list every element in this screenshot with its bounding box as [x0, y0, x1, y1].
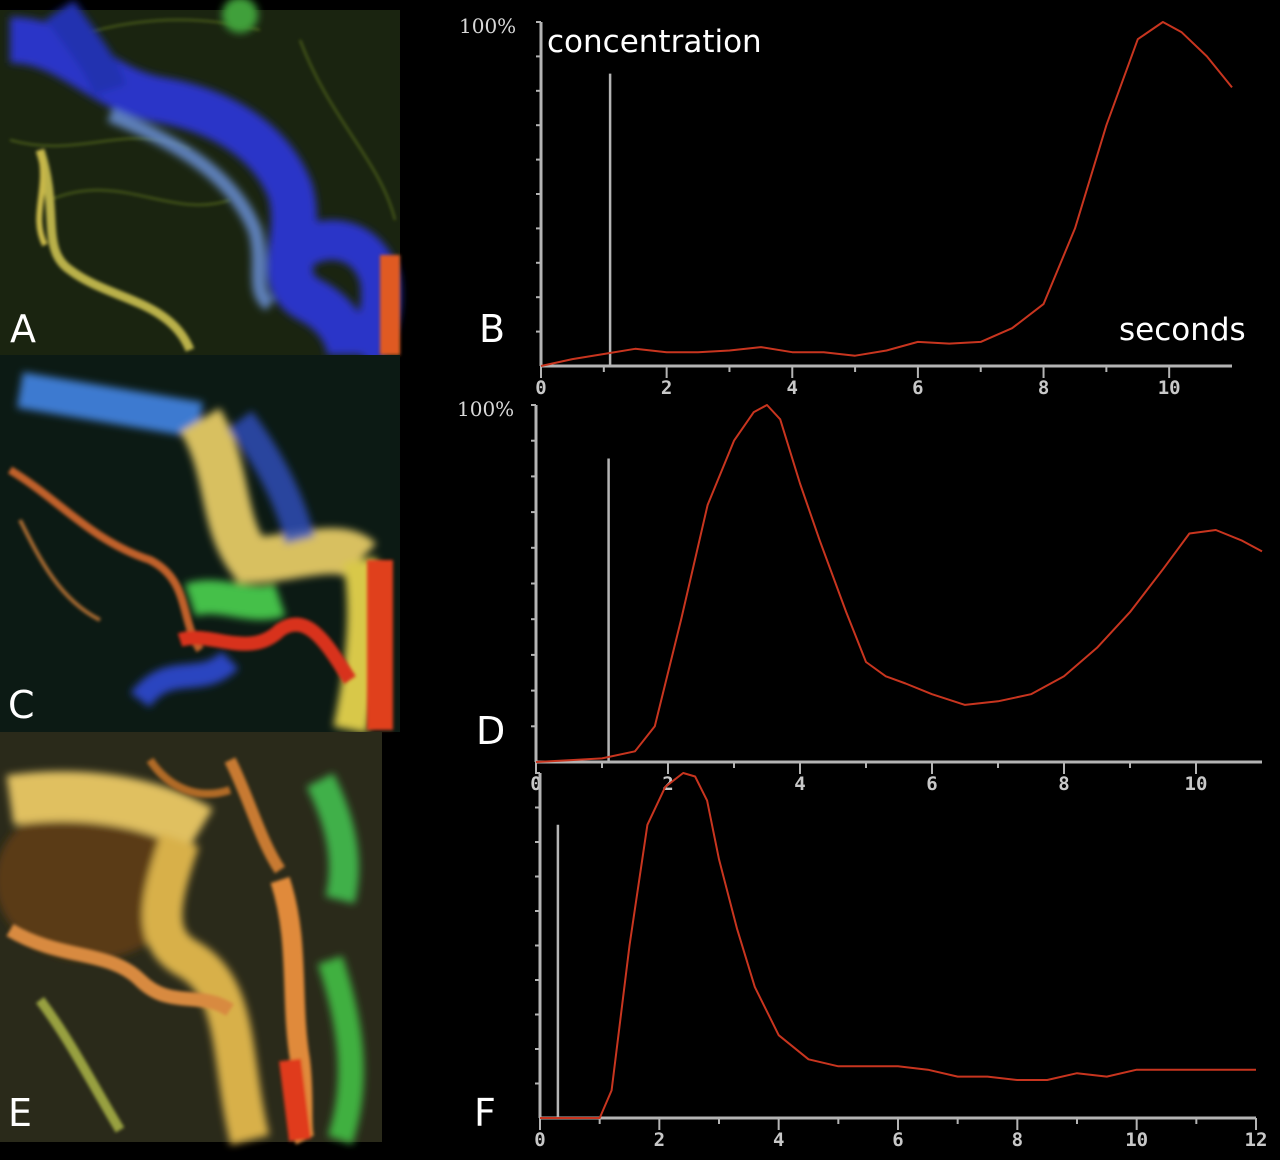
angiogram-panel-c [0, 355, 400, 734]
chart-d-x-tick-label: 4 [794, 773, 805, 795]
panel-a-letter: A [10, 307, 36, 351]
angiogram-panel-e [0, 732, 382, 1145]
chart-b: 100% concentration seconds B 0 2 4 6 8 10 [459, 14, 1246, 399]
chart-d-x-tick-label: 8 [1058, 773, 1069, 795]
chart-b-x-tick-label: 0 [535, 377, 546, 399]
chart-f-x-tick-label: 8 [1012, 1129, 1023, 1151]
chart-d-series-line [535, 404, 1263, 763]
chart-f-x-tick-label: 6 [892, 1129, 903, 1151]
chart-b-x-tick-label: 10 [1158, 377, 1181, 399]
chart-b-x-tick-label: 8 [1038, 377, 1049, 399]
angiogram-panel-a [0, 0, 401, 367]
chart-b-y-top-label: 100% [459, 14, 516, 38]
chart-b-x-tick-label: 4 [787, 377, 798, 399]
chart-b-ylabel: concentration [547, 24, 762, 60]
chart-f-panel-letter: F [474, 1091, 496, 1135]
chart-f-series-line [540, 772, 1256, 1119]
chart-d-x-tick-label: 6 [926, 773, 937, 795]
chart-b-series-line [540, 21, 1233, 367]
chart-f: F 0 2 4 6 8 10 12 [474, 772, 1267, 1151]
chart-b-x-tick-label: 6 [912, 377, 923, 399]
chart-d-panel-letter: D [476, 709, 505, 753]
chart-f-x-tick-label: 12 [1245, 1129, 1268, 1151]
chart-d-x-tick-label: 0 [530, 773, 541, 795]
chart-f-x-tick-label: 4 [773, 1129, 784, 1151]
panel-e-letter: E [8, 1091, 32, 1135]
chart-d-y-top-label: 100% [457, 397, 514, 421]
chart-b-panel-letter: B [479, 307, 505, 351]
chart-f-x-tick-label: 2 [654, 1129, 665, 1151]
chart-b-x-tick-label: 2 [661, 377, 672, 399]
chart-f-x-tick-label: 10 [1125, 1129, 1148, 1151]
chart-f-x-tick-label: 0 [534, 1129, 545, 1151]
chart-d: 100% D 0 2 4 6 8 10 [457, 397, 1263, 795]
panel-c-letter: C [8, 683, 35, 727]
chart-b-xlabel: seconds [1119, 312, 1246, 348]
chart-d-x-tick-label: 10 [1185, 773, 1208, 795]
